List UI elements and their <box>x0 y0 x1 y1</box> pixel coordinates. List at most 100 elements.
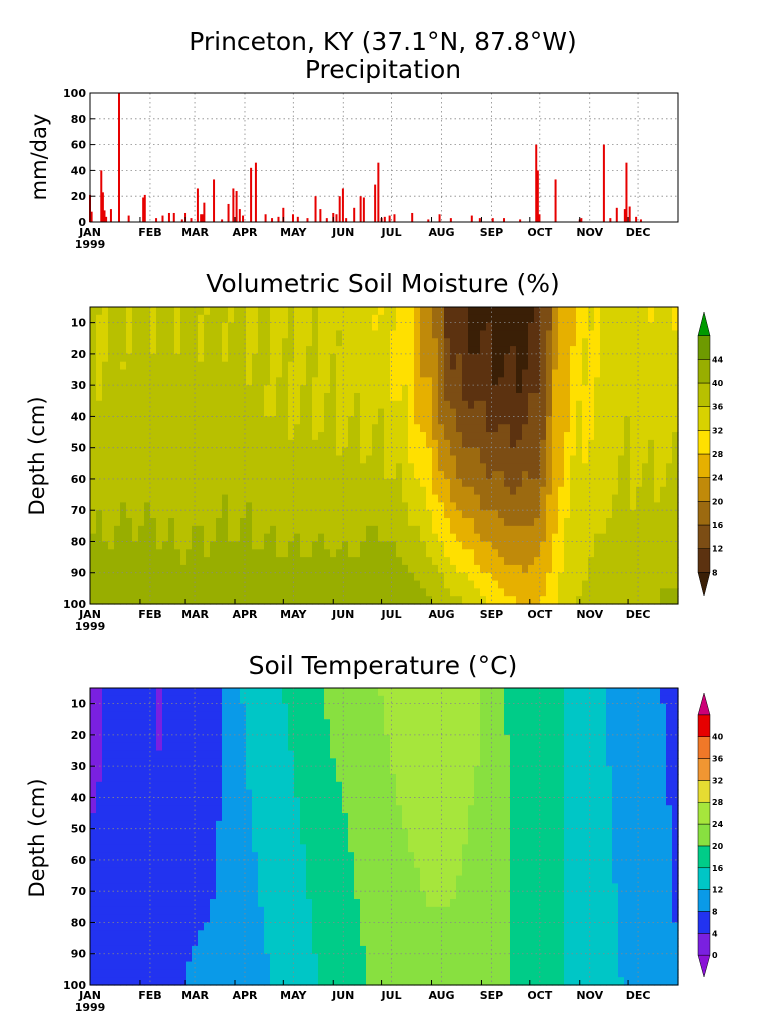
moisture-cell <box>492 369 499 378</box>
temperature-cell <box>162 773 169 783</box>
moisture-cell <box>558 455 565 464</box>
temperature-cell <box>132 977 139 986</box>
moisture-cell <box>486 307 493 316</box>
moisture-cell <box>198 330 205 339</box>
moisture-cell <box>372 486 379 496</box>
temperature-cell <box>114 734 121 744</box>
moisture-cell <box>474 408 481 418</box>
moisture-cell <box>426 439 433 449</box>
moisture-cell <box>462 502 469 511</box>
moisture-cell <box>480 330 487 339</box>
temperature-cell <box>186 961 193 970</box>
moisture-cell <box>384 369 391 378</box>
moisture-cell <box>330 353 337 363</box>
temperature-cell <box>222 805 229 814</box>
moisture-cell <box>114 541 121 550</box>
temperature-cell <box>114 852 121 861</box>
moisture-cell <box>378 525 385 535</box>
moisture-cell <box>294 564 301 574</box>
moisture-cell <box>546 510 553 519</box>
temperature-cell <box>228 906 235 916</box>
moisture-year-label: 1999 <box>75 620 106 633</box>
temperature-cell <box>240 867 247 877</box>
moisture-cell <box>660 580 667 589</box>
moisture-cell <box>462 463 469 472</box>
moisture-cell <box>264 588 271 597</box>
moisture-cell <box>228 471 235 480</box>
moisture-cell <box>564 330 571 339</box>
moisture-cell <box>246 392 253 402</box>
moisture-cell <box>444 377 451 386</box>
moisture-cell <box>654 330 661 339</box>
moisture-cell <box>588 455 595 464</box>
moisture-cell <box>384 588 391 597</box>
moisture-cell <box>156 314 163 324</box>
moisture-cell <box>468 580 475 589</box>
temperature-cell <box>144 930 151 939</box>
moisture-cell <box>234 596 241 605</box>
moisture-cell <box>354 322 361 332</box>
moisture-cell <box>276 377 283 386</box>
moisture-cell <box>588 385 595 394</box>
moisture-cell <box>294 361 301 371</box>
moisture-cell <box>372 322 379 332</box>
moisture-cell <box>492 346 499 355</box>
moisture-month-label: JAN <box>78 608 101 621</box>
moisture-cell <box>312 424 319 433</box>
moisture-cell <box>156 572 163 582</box>
moisture-cell <box>390 432 397 441</box>
moisture-cell <box>588 525 595 535</box>
moisture-cell <box>294 549 301 558</box>
moisture-cell <box>534 510 541 519</box>
temperature-cell <box>96 828 103 838</box>
moisture-cell <box>366 346 373 355</box>
moisture-cell <box>102 353 109 363</box>
moisture-cell <box>474 533 481 543</box>
moisture-cell <box>228 494 235 503</box>
moisture-cell <box>606 541 613 550</box>
moisture-cell <box>246 572 253 582</box>
moisture-cell <box>564 588 571 597</box>
temperature-cell <box>162 906 169 916</box>
moisture-cell <box>336 314 343 324</box>
moisture-cell <box>234 353 241 363</box>
moisture-cell <box>528 447 535 457</box>
temperature-cell <box>156 922 163 931</box>
moisture-cell <box>234 408 241 418</box>
temperature-cell <box>210 688 217 697</box>
moisture-cell <box>606 432 613 441</box>
moisture-cell <box>582 439 589 449</box>
moisture-cell <box>210 385 217 394</box>
moisture-cell <box>222 478 229 488</box>
temperature-title: Soil Temperature (°C) <box>249 651 518 680</box>
temperature-cell <box>156 828 163 838</box>
moisture-cell <box>222 572 229 582</box>
moisture-cell <box>222 518 229 527</box>
moisture-cell <box>330 549 337 558</box>
moisture-cell <box>138 307 145 316</box>
moisture-cell <box>120 478 127 488</box>
temperature-cell <box>216 906 223 916</box>
temperature-cell <box>156 820 163 830</box>
moisture-cell <box>312 338 319 347</box>
moisture-cell <box>318 463 325 472</box>
temperature-cell <box>114 813 121 822</box>
moisture-cell <box>366 478 373 488</box>
moisture-cell <box>204 463 211 472</box>
temperature-cell <box>186 797 193 806</box>
temperature-cell <box>162 711 169 720</box>
moisture-cell <box>354 502 361 511</box>
moisture-cell <box>564 541 571 550</box>
temperature-cell <box>210 742 217 752</box>
temperature-cell <box>120 977 127 986</box>
temperature-cell <box>228 969 235 978</box>
moisture-cell <box>510 353 517 363</box>
temperature-cell <box>162 961 169 970</box>
temperature-cell <box>246 789 253 799</box>
moisture-cell <box>504 455 511 464</box>
moisture-cell <box>174 416 181 425</box>
moisture-cell <box>666 549 673 558</box>
moisture-cell <box>648 486 655 496</box>
moisture-cell <box>246 541 253 550</box>
temperature-cell <box>240 727 247 736</box>
